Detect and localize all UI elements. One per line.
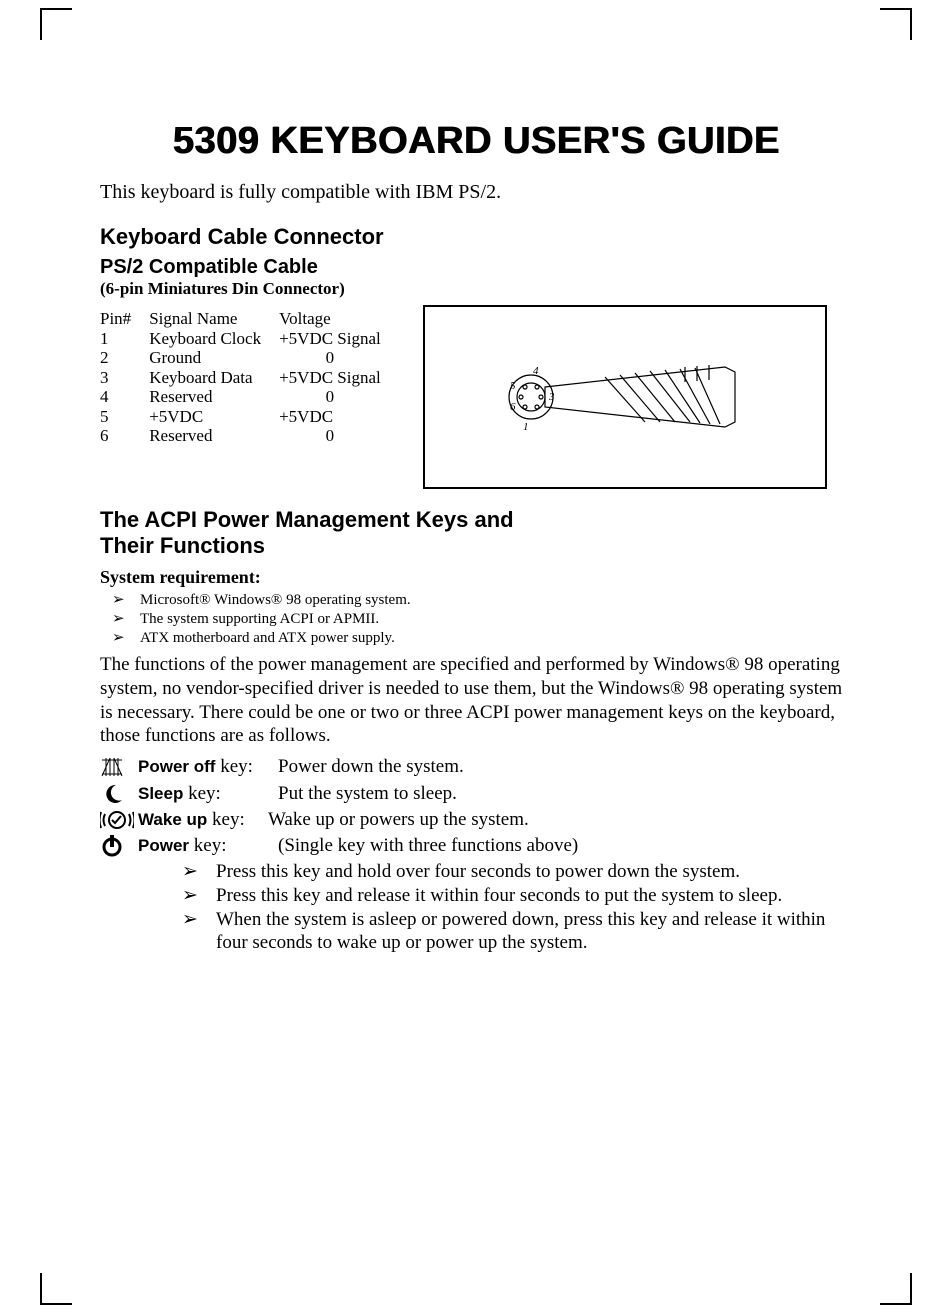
connector-svg: 4 5 3 6 1	[475, 332, 775, 462]
voltage-header: Voltage	[279, 309, 399, 329]
list-item: ATX motherboard and ATX power supply.	[140, 628, 852, 647]
list-item: Microsoft® Windows® 98 operating system.	[140, 590, 852, 609]
crop-mark	[880, 8, 912, 40]
table-row: 5+5VDC+5VDC	[100, 407, 399, 427]
key-desc: Power down the system.	[278, 756, 852, 778]
table-row: 4Reserved0	[100, 387, 399, 407]
table-row: 2Ground0	[100, 348, 399, 368]
crop-mark	[40, 8, 72, 40]
section-heading-acpi: The ACPI Power Management Keys and Their…	[100, 507, 520, 559]
key-row-power-off: Power off key: Power down the system.	[100, 754, 852, 780]
page-title: 5309 KEYBOARD USER'S GUIDE	[100, 120, 852, 163]
table-row: 6Reserved0	[100, 426, 399, 446]
svg-text:1: 1	[523, 421, 529, 433]
key-label: Wake up key:	[138, 809, 268, 831]
power-icon	[100, 834, 138, 858]
key-label: Sleep key:	[138, 783, 278, 805]
table-row: 1Keyboard Clock+5VDC Signal	[100, 329, 399, 349]
sleep-icon	[100, 782, 138, 806]
list-item: The system supporting ACPI or APMII.	[140, 609, 852, 628]
power-key-bullets: Press this key and hold over four second…	[142, 860, 852, 955]
acpi-paragraph: The functions of the power management ar…	[100, 653, 852, 748]
crop-mark	[40, 1273, 72, 1305]
table-row: Pin# Signal Name Voltage	[100, 309, 399, 329]
power-off-icon	[100, 754, 138, 780]
key-row-wake-up: Wake up key: Wake up or powers up the sy…	[100, 808, 852, 832]
list-item: When the system is asleep or powered dow…	[182, 908, 852, 956]
pin-table: Pin# Signal Name Voltage 1Keyboard Clock…	[100, 309, 399, 446]
svg-text:5: 5	[510, 380, 516, 392]
key-row-power: Power key: (Single key with three functi…	[100, 834, 852, 858]
pin-header: Pin#	[100, 309, 149, 329]
list-item: Press this key and hold over four second…	[182, 860, 852, 884]
subheading-ps2: PS/2 Compatible Cable	[100, 256, 852, 279]
signal-header: Signal Name	[149, 309, 279, 329]
wake-up-icon	[100, 808, 138, 832]
svg-text:4: 4	[533, 365, 539, 377]
connector-diagram: 4 5 3 6 1	[423, 305, 827, 489]
section-heading-connector: Keyboard Cable Connector	[100, 224, 852, 250]
list-item: Press this key and release it within fou…	[182, 884, 852, 908]
key-desc: (Single key with three functions above)	[278, 835, 852, 857]
svg-text:6: 6	[510, 401, 516, 413]
requirements-heading: System requirement:	[100, 567, 852, 588]
key-desc: Put the system to sleep.	[278, 783, 852, 805]
intro-text: This keyboard is fully compatible with I…	[100, 181, 852, 204]
table-row: 3Keyboard Data+5VDC Signal	[100, 368, 399, 388]
crop-mark	[880, 1273, 912, 1305]
page-content: 5309 KEYBOARD USER'S GUIDE This keyboard…	[100, 100, 852, 955]
key-desc: Wake up or powers up the system.	[268, 809, 852, 831]
subheading-ps2-paren: (6-pin Miniatures Din Connector)	[100, 279, 852, 299]
requirements-list: Microsoft® Windows® 98 operating system.…	[100, 590, 852, 647]
key-label: Power off key:	[138, 756, 278, 778]
key-row-sleep: Sleep key: Put the system to sleep.	[100, 782, 852, 806]
key-label: Power key:	[138, 835, 278, 857]
svg-text:3: 3	[548, 391, 555, 403]
